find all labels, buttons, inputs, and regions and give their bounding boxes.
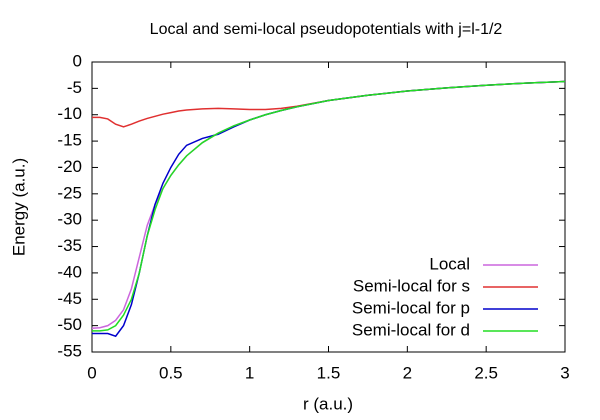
x-tick-label: 0.5: [159, 363, 183, 382]
y-tick-label: -50: [57, 315, 82, 334]
legend-label: Semi-local for s: [353, 276, 470, 295]
series-line: [92, 80, 566, 332]
x-axis-label: r (a.u.): [303, 394, 353, 413]
y-tick-label: -45: [57, 289, 82, 308]
y-tick-label: -40: [57, 262, 82, 281]
legend-label: Semi-local for d: [352, 320, 470, 339]
legend-label: Local: [429, 254, 470, 273]
y-tick-label: -30: [57, 210, 82, 229]
y-tick-label: 0: [73, 51, 82, 70]
y-tick-label: -5: [67, 78, 82, 97]
y-tick-label: -35: [57, 236, 82, 255]
y-axis-label: Energy (a.u.): [9, 158, 28, 256]
x-tick-label: 1.5: [317, 363, 341, 382]
x-tick-label: 3: [560, 363, 569, 382]
y-tick-label: -55: [57, 341, 82, 360]
x-tick-label: 0: [87, 363, 96, 382]
x-tick-label: 2: [403, 363, 412, 382]
series-line: [92, 80, 566, 128]
y-tick-label: -25: [57, 183, 82, 202]
series-line: [92, 80, 566, 338]
x-tick-label: 1: [245, 363, 254, 382]
x-tick-label: 2.5: [474, 363, 498, 382]
series-line: [91, 80, 566, 330]
y-tick-label: -20: [57, 157, 82, 176]
y-tick-label: -15: [57, 131, 82, 150]
legend-label: Semi-local for p: [352, 298, 470, 317]
chart-title: Local and semi-local pseudopotentials wi…: [150, 21, 503, 38]
y-tick-label: -10: [57, 104, 82, 123]
